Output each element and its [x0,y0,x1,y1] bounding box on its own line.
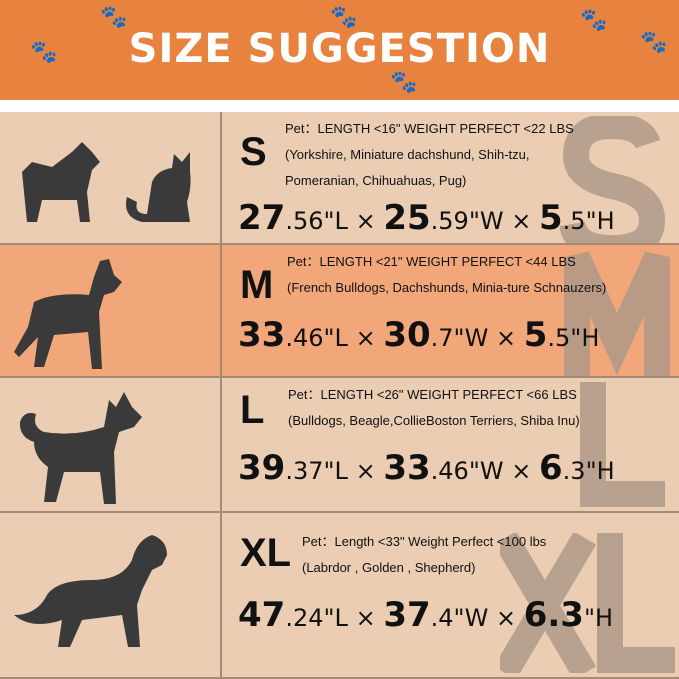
times-sign: × [355,604,376,632]
size-label: S [240,130,267,174]
pet-limits: Pet：LENGTH <21" WEIGHT PERFECT <44 LBS [287,254,576,269]
size-label: M [240,263,274,307]
paw-icon: 🐾 [330,5,358,30]
page-title: SIZE SUGGESTION [128,26,551,72]
pet-info: Pet：LENGTH <26" WEIGHT PERFECT <66 LBS (… [288,382,580,434]
pet-limits: Pet：Length <33" Weight Perfect <100 lbs [302,534,547,549]
pet-limits: Pet：LENGTH <26" WEIGHT PERFECT <66 LBS [288,387,577,402]
paw-icon: 🐾 [100,5,128,30]
pet-breeds: (Yorkshire, Miniature dachshund, Shih-tz… [285,147,530,162]
dimension-1: 33.46"W [383,448,504,488]
times-sign: × [355,457,376,485]
size-label: L [240,388,265,432]
animal-panel [0,513,222,677]
times-sign: × [511,457,532,485]
pet-breeds: (Bulldogs, Beagle,CollieBoston Terriers,… [288,413,580,428]
times-sign: × [495,324,517,352]
dimension-0: 39.37"L [238,448,348,488]
size-row-s: S Pet：LENGTH <16" WEIGHT PERFECT <22 LBS… [0,112,679,245]
dimension-1: 25.59"W [383,198,504,238]
dimensions: 47.24"L × 37.4"W × 6.3"H [238,595,613,635]
size-row-m: M Pet：LENGTH <21" WEIGHT PERFECT <44 LBS… [0,245,679,378]
size-row-l: L Pet：LENGTH <26" WEIGHT PERFECT <66 LBS… [0,378,679,513]
times-sign: × [495,604,517,632]
animal-panel [0,378,222,511]
header-banner: 🐾 🐾 🐾 🐾 🐾 🐾 SIZE SUGGESTION [0,0,679,100]
paw-icon: 🐾 [30,40,58,65]
times-sign: × [355,207,376,235]
pet-breeds-cont: Pomeranian, Chihuahuas, Pug) [285,173,467,188]
dimension-0: 27.56"L [238,198,348,238]
times-sign: × [355,324,376,352]
dimension-2: 6.3"H [538,448,615,488]
pet-limits: Pet：LENGTH <16" WEIGHT PERFECT <22 LBS [285,121,574,136]
times-sign: × [511,207,532,235]
dimension-1: 37.4"W [383,595,489,635]
pet-breeds: (French Bulldogs, Dachshunds, Minia-ture… [287,280,607,295]
dimension-0: 33.46"L [238,315,348,355]
dimensions: 27.56"L × 25.59"W × 5.5"H [238,198,615,238]
size-label: XL [240,531,292,575]
paw-icon: 🐾 [390,70,418,95]
dimensions: 39.37"L × 33.46"W × 6.3"H [238,448,615,488]
dimension-2: 5.5"H [538,198,615,238]
animal-panel [0,245,222,376]
size-row-xl: XL Pet：Length <33" Weight Perfect <100 l… [0,513,679,679]
paw-icon: 🐾 [580,8,608,33]
dimension-1: 30.7"W [383,315,489,355]
pet-info: Pet：LENGTH <16" WEIGHT PERFECT <22 LBS (… [285,116,574,194]
size-table: S Pet：LENGTH <16" WEIGHT PERFECT <22 LBS… [0,112,679,679]
dimension-0: 47.24"L [238,595,348,635]
dimension-2: 5.5"H [523,315,600,355]
dimensions: 33.46"L × 30.7"W × 5.5"H [238,315,599,355]
pet-info: Pet：Length <33" Weight Perfect <100 lbs … [302,529,546,581]
dimension-2: 6.3"H [523,595,614,635]
animal-panel [0,112,222,243]
pet-breeds: (Labrdor , Golden , Shepherd) [302,560,476,575]
pet-info: Pet：LENGTH <21" WEIGHT PERFECT <44 LBS (… [287,249,606,301]
paw-icon: 🐾 [640,30,668,55]
